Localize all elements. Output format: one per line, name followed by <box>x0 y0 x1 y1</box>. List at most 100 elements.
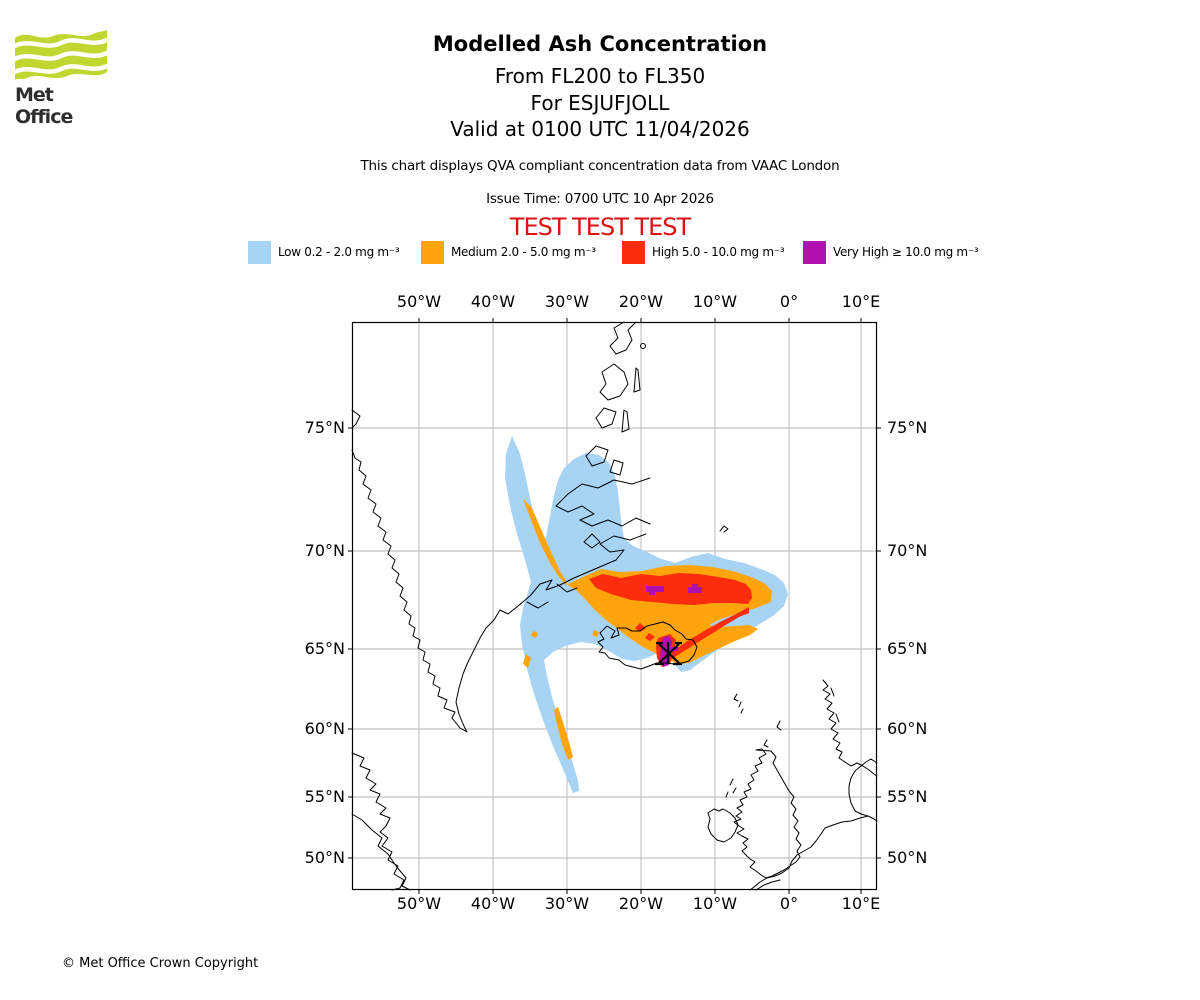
y-tick-right-65n: 65°N <box>887 639 928 658</box>
subtitle-flight-levels: From FL200 to FL350 <box>494 64 706 88</box>
coastline-jan-mayen <box>719 525 729 533</box>
x-tick-bottom-10e: 10°E <box>841 894 881 913</box>
coastline-labrador <box>351 752 405 891</box>
y-tick-left-65n: 65°N <box>304 639 345 658</box>
x-tick-top-50w: 50°W <box>396 292 442 311</box>
coastline-scoresby-fjord-2 <box>583 533 601 549</box>
x-tick-top-10w: 10°W <box>692 292 738 311</box>
y-tick-left-55n: 55°N <box>304 787 345 806</box>
coastline-ne-greenland-sliver-1 <box>633 367 641 393</box>
coastline-iceland <box>597 621 698 670</box>
legend-item-very-high: Very High ≥ 10.0 mg m⁻³ <box>803 240 979 264</box>
plume-medium-tail-streak-2 <box>523 654 531 668</box>
legend-swatch-high <box>622 240 645 264</box>
map-canvas <box>348 318 881 894</box>
legend-swatch-very-high <box>803 240 826 264</box>
coastline-orkney <box>763 739 769 748</box>
legend-swatch-medium <box>421 240 444 264</box>
plume-medium-tail-streak-3 <box>554 707 573 760</box>
x-tick-top-30w: 30°W <box>544 292 590 311</box>
issue-time: Issue Time: 0700 UTC 10 Apr 2026 <box>486 191 714 207</box>
x-tick-top-10e: 10°E <box>841 292 881 311</box>
coastline-ne-greenland-island-1 <box>609 321 637 355</box>
coastlines <box>351 321 878 891</box>
coastline-ne-greenland-islet <box>640 343 646 349</box>
coastline-gulf-st-lawrence <box>351 813 411 891</box>
graticule-grid <box>352 322 877 890</box>
plume-very-high-dash-1 <box>646 586 664 595</box>
y-tick-left-75n: 75°N <box>304 418 345 437</box>
coastline-greenland-west-spur <box>351 409 361 429</box>
coastline-shetland <box>776 720 782 731</box>
legend-swatch-low <box>248 240 271 264</box>
map-frame-ticks <box>348 318 881 894</box>
coastline-ne-greenland-island-4 <box>585 445 609 467</box>
x-tick-bottom-20w: 20°W <box>618 894 664 913</box>
ash-map-svg <box>348 318 881 894</box>
x-tick-bottom-50w: 50°W <box>396 894 442 913</box>
coastline-scoresby-fjord-1 <box>555 477 651 527</box>
met-office-logo-waves <box>15 30 107 80</box>
coastline-greenland <box>351 449 647 733</box>
coastline-continental-europe <box>749 815 869 891</box>
plume-high-band <box>589 573 752 605</box>
x-tick-bottom-40w: 40°W <box>470 894 516 913</box>
coastline-norway-fjord-1 <box>830 687 835 697</box>
coastline-great-britain <box>733 748 802 879</box>
plume-high-iceland-blob-1 <box>635 623 646 632</box>
x-tick-top-20w: 20°W <box>618 292 664 311</box>
map-frame <box>351 321 878 891</box>
plume-medium-tail-streak-1 <box>531 631 538 638</box>
coastline-ireland <box>707 808 739 843</box>
y-tick-right-70n: 70°N <box>887 541 928 560</box>
y-tick-right-55n: 55°N <box>887 787 928 806</box>
y-tick-right-60n: 60°N <box>887 719 928 738</box>
compliance-note: This chart displays QVA compliant concen… <box>360 158 840 174</box>
subtitle-volcano: For ESJUFJOLL <box>530 91 670 115</box>
coastline-faroes-1 <box>733 693 739 702</box>
coastline-brittany <box>755 879 781 891</box>
volcano-marker <box>655 641 682 666</box>
coastline-hebrides-2 <box>732 787 737 794</box>
y-tick-left-50n: 50°N <box>304 848 345 867</box>
x-tick-top-0: 0° <box>779 292 799 311</box>
coastline-ne-greenland-island-3 <box>595 407 617 429</box>
plume-very-high-dash-2 <box>688 584 702 593</box>
coastline-faroes-2 <box>738 701 742 708</box>
test-banner: TEST TEST TEST <box>509 213 691 241</box>
legend-label-very-high: Very High ≥ 10.0 mg m⁻³ <box>833 245 979 259</box>
y-tick-right-75n: 75°N <box>887 418 928 437</box>
coastline-ne-greenland-island-2 <box>599 363 629 401</box>
legend-label-high: High 5.0 - 10.0 mg m⁻³ <box>652 245 785 259</box>
x-tick-bottom-10w: 10°W <box>692 894 738 913</box>
subtitle-valid-time: Valid at 0100 UTC 11/04/2026 <box>450 117 750 141</box>
x-tick-bottom-0: 0° <box>779 894 799 913</box>
legend-item-low: Low 0.2 - 2.0 mg m⁻³ <box>248 240 400 264</box>
page-title: Modelled Ash Concentration <box>432 32 768 56</box>
coastline-hebrides-3 <box>725 791 729 798</box>
x-tick-top-40w: 40°W <box>470 292 516 311</box>
coastline-hebrides-1 <box>729 778 734 786</box>
coastline-faroes-3 <box>740 708 744 714</box>
legend-item-medium: Medium 2.0 - 5.0 mg m⁻³ <box>421 240 596 264</box>
y-tick-left-70n: 70°N <box>304 541 345 560</box>
copyright-notice: © Met Office Crown Copyright <box>62 956 259 971</box>
coastline-ne-greenland-sliver-2 <box>621 409 630 433</box>
plume-high-hook <box>661 607 749 662</box>
coastline-norway <box>822 679 878 777</box>
coastline-denmark <box>848 758 878 822</box>
met-office-logo: Met Office <box>15 27 107 128</box>
coastline-ne-greenland-island-5 <box>609 459 624 476</box>
plume-high-iceland-blob-2 <box>645 633 655 641</box>
legend-label-low: Low 0.2 - 2.0 mg m⁻³ <box>278 245 400 259</box>
coastline-norway-fjord-2 <box>835 713 840 723</box>
y-tick-left-60n: 60°N <box>304 719 345 738</box>
coastline-east-greenland-fjord-spur-1 <box>556 583 578 593</box>
plume-medium-speck <box>592 630 599 637</box>
legend-label-medium: Medium 2.0 - 5.0 mg m⁻³ <box>451 245 596 259</box>
x-tick-bottom-30w: 30°W <box>544 894 590 913</box>
y-tick-right-50n: 50°N <box>887 848 928 867</box>
coastline-east-greenland-fjord-spur-2 <box>526 601 549 609</box>
legend-item-high: High 5.0 - 10.0 mg m⁻³ <box>622 240 785 264</box>
